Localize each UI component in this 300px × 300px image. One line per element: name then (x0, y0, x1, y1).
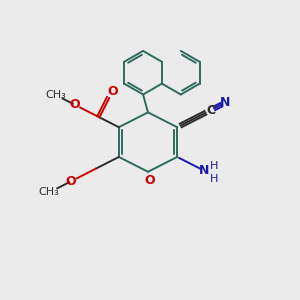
Text: O: O (145, 174, 155, 187)
Text: C: C (206, 103, 215, 117)
Text: H: H (210, 161, 219, 171)
Text: O: O (107, 85, 118, 98)
Text: H: H (210, 174, 219, 184)
Text: CH₃: CH₃ (39, 188, 59, 197)
Text: O: O (65, 175, 76, 188)
Text: N: N (200, 164, 210, 177)
Text: O: O (69, 98, 80, 111)
Text: CH₃: CH₃ (45, 90, 66, 100)
Text: N: N (220, 96, 230, 110)
